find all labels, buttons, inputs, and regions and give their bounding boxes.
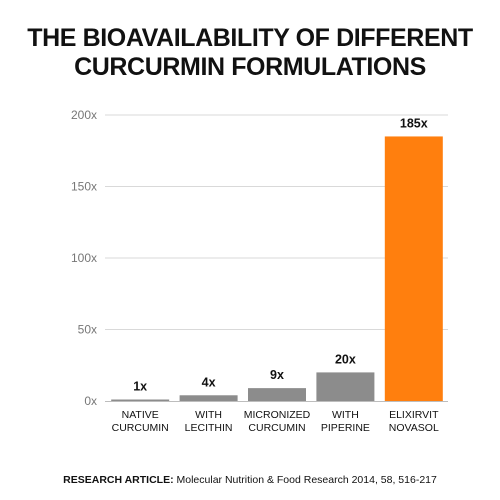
- citation-text: Molecular Nutrition & Food Research 2014…: [176, 474, 437, 486]
- y-tick-label: 150x: [71, 180, 97, 194]
- y-tick-label: 0x: [84, 394, 97, 408]
- bar: [179, 395, 238, 401]
- chart-title-line-2: CURCURMIN FORMULATIONS: [74, 53, 426, 81]
- bar: [316, 372, 375, 401]
- chart-title: THE BIOAVAILABILITY OF DIFFERENT CURCURM…: [0, 24, 500, 82]
- x-tick-label: CURCUMIN: [248, 422, 305, 434]
- y-tick-label: 200x: [71, 108, 97, 122]
- x-tick-label: MICRONIZED: [244, 409, 311, 421]
- data-label: 1x: [133, 380, 147, 394]
- data-label: 20x: [335, 352, 356, 366]
- x-tick-label: NATIVE: [122, 409, 159, 421]
- data-label: 9x: [270, 368, 284, 382]
- y-tick-label: 50x: [78, 323, 97, 337]
- bar: [384, 136, 443, 401]
- y-tick-label: 100x: [71, 251, 97, 265]
- citation-label: RESEARCH ARTICLE:: [63, 474, 174, 486]
- data-label: 4x: [202, 375, 216, 389]
- data-label: 185x: [400, 116, 428, 130]
- x-tick-label: CURCUMIN: [112, 422, 169, 434]
- chart-title-line-1: THE BIOAVAILABILITY OF DIFFERENT: [27, 24, 473, 52]
- x-tick-label: NOVASOL: [389, 422, 439, 434]
- x-tick-label: ELIXIRVIT: [389, 409, 439, 421]
- x-tick-label: WITH: [195, 409, 222, 421]
- bar: [111, 399, 170, 401]
- x-tick-label: LECITHIN: [185, 422, 233, 434]
- research-citation: RESEARCH ARTICLE: Molecular Nutrition & …: [0, 474, 500, 486]
- bar: [248, 388, 306, 401]
- x-tick-label: WITH: [332, 409, 359, 421]
- x-tick-label: PIPERINE: [321, 422, 370, 434]
